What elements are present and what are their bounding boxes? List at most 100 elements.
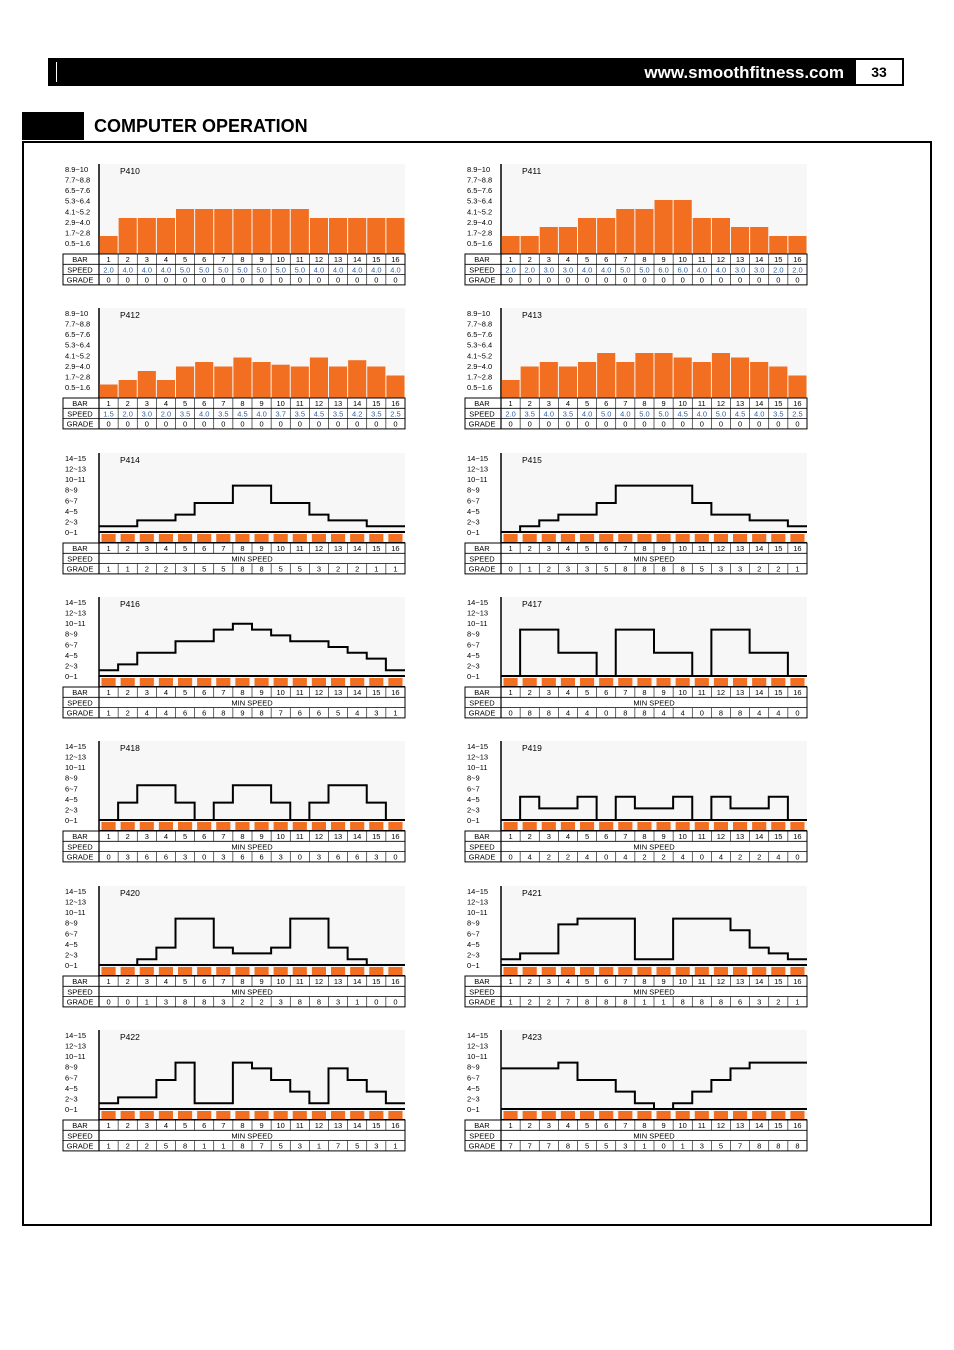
level-label: 12~13: [65, 465, 86, 474]
level-label: 6.5~7.6: [65, 330, 90, 339]
bar-number: 12: [717, 688, 725, 697]
speed-bar: [635, 209, 654, 254]
speed-value: 4.5: [314, 409, 324, 418]
speed-bar: [558, 366, 577, 398]
speed-block: [618, 534, 633, 542]
speed-block: [599, 534, 614, 542]
speed-block: [273, 1111, 288, 1119]
grade-value: 0: [202, 276, 206, 285]
bar-number: 2: [126, 832, 130, 841]
speed-value: 5.0: [256, 265, 266, 274]
level-label: 14~15: [65, 887, 86, 896]
grade-value: 0: [126, 420, 130, 429]
grade-value: 5: [164, 1142, 168, 1151]
grade-value: 8: [623, 565, 627, 574]
grade-value: 0: [183, 420, 187, 429]
bar-number: 15: [372, 255, 380, 264]
bar-number: 2: [126, 399, 130, 408]
bar-number: 9: [259, 977, 263, 986]
grade-value: 2: [547, 998, 551, 1007]
level-label: 2~3: [467, 805, 480, 814]
bar-number: 1: [508, 544, 512, 553]
grade-value: 0: [508, 565, 512, 574]
program-table: [62, 542, 406, 575]
speed-block: [369, 534, 384, 542]
grade-value: 0: [585, 276, 589, 285]
bar-number: 10: [679, 1121, 687, 1130]
grade-value: 0: [106, 276, 110, 285]
bar-number: 13: [334, 977, 342, 986]
bar-number: 7: [221, 977, 225, 986]
grade-value: 3: [623, 1142, 627, 1151]
bar-number: 1: [106, 688, 110, 697]
speed-block: [216, 822, 231, 830]
grade-value: 2: [757, 853, 761, 862]
grade-value: 0: [259, 420, 263, 429]
bar-number: 5: [585, 255, 589, 264]
grade-value: 2: [547, 853, 551, 862]
bar-number: 15: [372, 399, 380, 408]
grade-value: 0: [623, 276, 627, 285]
grade-value: 8: [738, 709, 742, 718]
speed-bar: [290, 209, 309, 254]
grade-value: 3: [279, 853, 283, 862]
grade-value: 0: [298, 853, 302, 862]
bar-number: 10: [277, 977, 285, 986]
speed-block: [388, 678, 403, 686]
bar-number: 13: [736, 1121, 744, 1130]
bar-number: 12: [315, 688, 323, 697]
grade-value: 0: [738, 420, 742, 429]
speed-block: [120, 967, 135, 975]
speed-block: [618, 967, 633, 975]
level-label: 0~1: [467, 816, 480, 825]
bar-number: 7: [221, 544, 225, 553]
row-label: SPEED: [469, 698, 495, 707]
level-label: 0~1: [467, 961, 480, 970]
speed-block: [790, 678, 805, 686]
bar-number: 9: [661, 255, 665, 264]
speed-block: [331, 1111, 346, 1119]
bar-number: 11: [296, 399, 304, 408]
speed-value: 4.5: [677, 409, 687, 418]
chart-panel: [99, 453, 405, 543]
bar-number: 11: [698, 1121, 706, 1130]
speed-bar: [597, 353, 616, 398]
grade-value: 1: [106, 565, 110, 574]
bar-number: 6: [604, 544, 608, 553]
grade-value: 0: [336, 420, 340, 429]
speed-bar: [750, 227, 769, 254]
speed-block: [733, 1111, 748, 1119]
bar-number: 16: [391, 977, 399, 986]
grade-value: 6: [738, 998, 742, 1007]
bar-number: 14: [755, 1121, 763, 1130]
bar-number: 7: [221, 255, 225, 264]
program-table: [464, 253, 808, 286]
grade-value: 3: [279, 998, 283, 1007]
speed-block: [637, 534, 652, 542]
level-label: 6.5~7.6: [467, 330, 492, 339]
speed-block: [388, 534, 403, 542]
speed-block: [580, 967, 595, 975]
level-label: 4~5: [65, 940, 78, 949]
grade-value: 2: [259, 998, 263, 1007]
speed-block: [331, 967, 346, 975]
speed-bar: [271, 209, 290, 254]
bar-number: 12: [315, 544, 323, 553]
grade-value: 1: [528, 565, 532, 574]
bar-number: 4: [566, 255, 570, 264]
level-label: 12~13: [467, 1042, 488, 1051]
level-label: 5.3~6.4: [467, 341, 492, 350]
bar-number: 15: [372, 1121, 380, 1130]
bar-number: 11: [698, 832, 706, 841]
bar-number: 15: [774, 832, 782, 841]
grade-value: 0: [259, 276, 263, 285]
level-label: 2~3: [65, 661, 78, 670]
bar-number: 16: [793, 544, 801, 553]
bar-number: 9: [259, 832, 263, 841]
bar-number: 15: [372, 977, 380, 986]
grade-value: 0: [355, 420, 359, 429]
bar-number: 3: [547, 1121, 551, 1130]
speed-block: [656, 534, 671, 542]
grade-value: 3: [585, 565, 589, 574]
